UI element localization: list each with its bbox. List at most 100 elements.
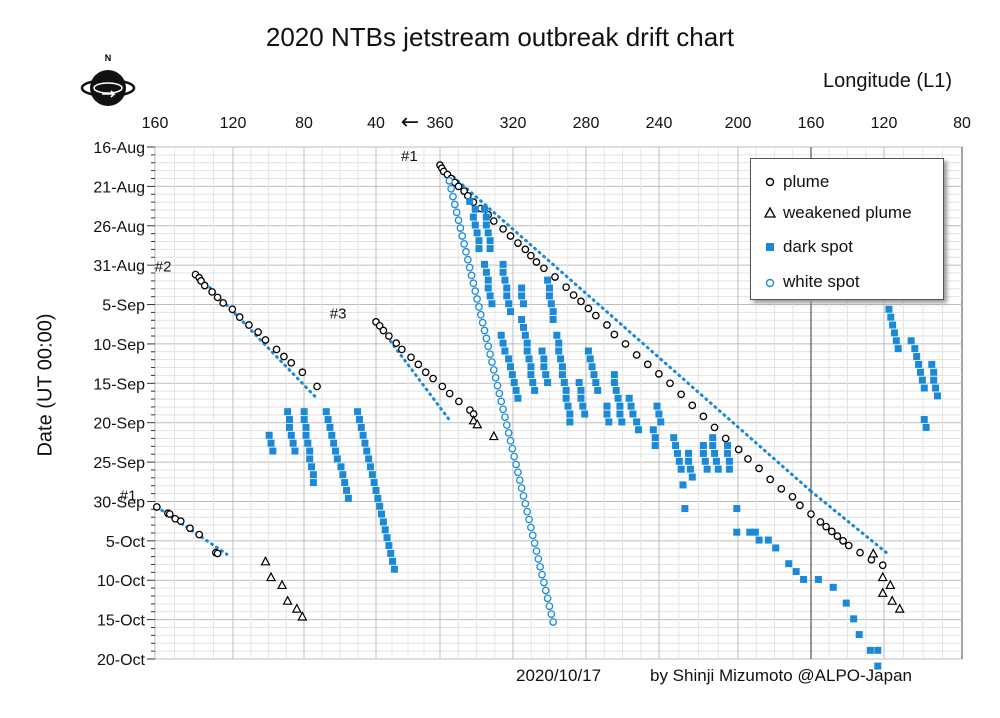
dark-spot-marker xyxy=(499,339,507,347)
plume-marker xyxy=(822,522,830,531)
credit-author: by Shinji Mizumoto @ALPO-Japan xyxy=(650,666,912,685)
plume-marker xyxy=(208,288,216,296)
dark-spot-marker xyxy=(785,560,793,568)
dark-spot-marker xyxy=(529,379,537,387)
dark-spot-marker xyxy=(686,465,694,473)
dark-spot-marker xyxy=(518,284,526,292)
plume-marker xyxy=(827,527,836,536)
plume-marker xyxy=(454,182,463,191)
white-spot-marker xyxy=(519,492,528,500)
dark-spot-marker xyxy=(469,213,477,221)
white-spot-marker xyxy=(506,436,515,445)
dark-spot-marker xyxy=(764,536,772,544)
y-tick-label: 25-Sep xyxy=(93,455,145,472)
dark-spot-marker xyxy=(829,583,837,591)
plume-marker xyxy=(445,389,454,398)
dark-spot-marker xyxy=(560,379,568,387)
dark-spot-marker xyxy=(540,355,548,363)
dark-spot-marker xyxy=(616,410,624,418)
dark-spot-marker xyxy=(725,457,733,465)
dark-spot-marker xyxy=(866,646,874,654)
dark-spot-marker xyxy=(505,355,513,363)
x-tick-label: 280 xyxy=(573,115,600,132)
north-label: N xyxy=(105,53,112,63)
dark-spot-marker xyxy=(486,237,494,245)
plume-marker xyxy=(584,304,593,313)
dark-spot-marker xyxy=(586,355,594,363)
dark-spot-marker xyxy=(291,447,299,455)
plume-marker xyxy=(245,321,253,329)
white-spot-marker xyxy=(450,200,459,209)
white-spot-marker xyxy=(515,476,524,485)
outbreak-label: #1 xyxy=(120,488,137,505)
dark-spot-marker xyxy=(703,465,711,473)
dark-spot-marker xyxy=(558,371,566,379)
dark-spot-marker xyxy=(306,455,314,463)
dark-spot-marker xyxy=(328,431,336,439)
white-spot-marker xyxy=(528,531,537,540)
top-axis-title: Longitude (L1) xyxy=(823,70,952,92)
x-tick-label: 320 xyxy=(500,115,527,132)
plume-marker xyxy=(721,434,730,443)
y-tick-label: 26-Aug xyxy=(93,219,145,236)
dark-spot-marker xyxy=(359,431,367,439)
plume-marker xyxy=(379,326,388,335)
outbreak-label: #3 xyxy=(330,306,347,323)
dark-spot-marker xyxy=(499,260,507,268)
dark-spot-marker xyxy=(542,371,550,379)
plume-marker xyxy=(313,382,321,391)
dark-spot-marker xyxy=(651,442,659,450)
dark-spot-marker xyxy=(471,221,479,229)
weakened-plume-marker xyxy=(266,571,277,582)
plume-marker xyxy=(788,492,797,501)
white-spot-marker xyxy=(532,547,541,555)
weakened-plume-marker xyxy=(291,603,302,613)
dark-spot-marker xyxy=(566,418,574,426)
x-tick-label: 160 xyxy=(142,115,169,132)
white-spot-marker xyxy=(447,184,455,193)
white-spot-marker xyxy=(480,326,489,335)
dark-spot-marker xyxy=(355,416,363,424)
dark-spot-marker xyxy=(337,463,345,471)
dark-spot-marker xyxy=(501,276,509,284)
dark-spot-marker xyxy=(612,386,620,394)
plume-marker xyxy=(200,281,209,290)
dark-spot-marker xyxy=(675,457,683,465)
dark-spot-marker xyxy=(506,363,514,371)
plume-marker xyxy=(610,330,619,339)
dark-spot-marker xyxy=(724,442,732,450)
white-spot-marker xyxy=(504,429,513,437)
plume-marker xyxy=(280,352,288,361)
weakened-plume-marker xyxy=(894,603,905,613)
dark-spot-marker xyxy=(579,402,587,410)
y-tick-label: 21-Aug xyxy=(93,179,145,196)
dark-spot-marker xyxy=(499,268,507,276)
plume-marker xyxy=(744,455,752,463)
x-tick-label: 40 xyxy=(367,115,385,132)
plume-marker xyxy=(397,345,406,354)
dark-spot-marker xyxy=(890,329,898,337)
weakened-plume-marker xyxy=(282,595,293,605)
dark-spot-marker xyxy=(672,442,680,450)
white-spot-marker xyxy=(495,389,504,398)
dark-spot-marker xyxy=(289,439,297,447)
dark-spot-marker xyxy=(681,505,689,513)
plume-marker xyxy=(385,332,393,340)
dark-spot-marker xyxy=(366,463,374,471)
white-spot-marker xyxy=(536,562,545,571)
dark-spot-marker xyxy=(889,321,897,329)
dark-spot-marker xyxy=(466,197,474,205)
dark-spot-marker xyxy=(581,410,589,418)
dark-spot-marker xyxy=(357,423,365,431)
dark-spot-marker xyxy=(363,447,371,455)
dark-spot-marker xyxy=(562,394,570,402)
legend-label: white spot xyxy=(783,272,860,291)
dark-spot-marker xyxy=(365,455,373,463)
plume-marker xyxy=(438,382,447,391)
dark-spot-marker xyxy=(285,416,293,424)
plume-marker xyxy=(499,225,507,233)
plume-marker xyxy=(254,328,262,336)
weakened-plume-marker xyxy=(472,418,483,429)
plume-marker xyxy=(455,397,463,406)
x-tick-label: 80 xyxy=(295,115,313,132)
